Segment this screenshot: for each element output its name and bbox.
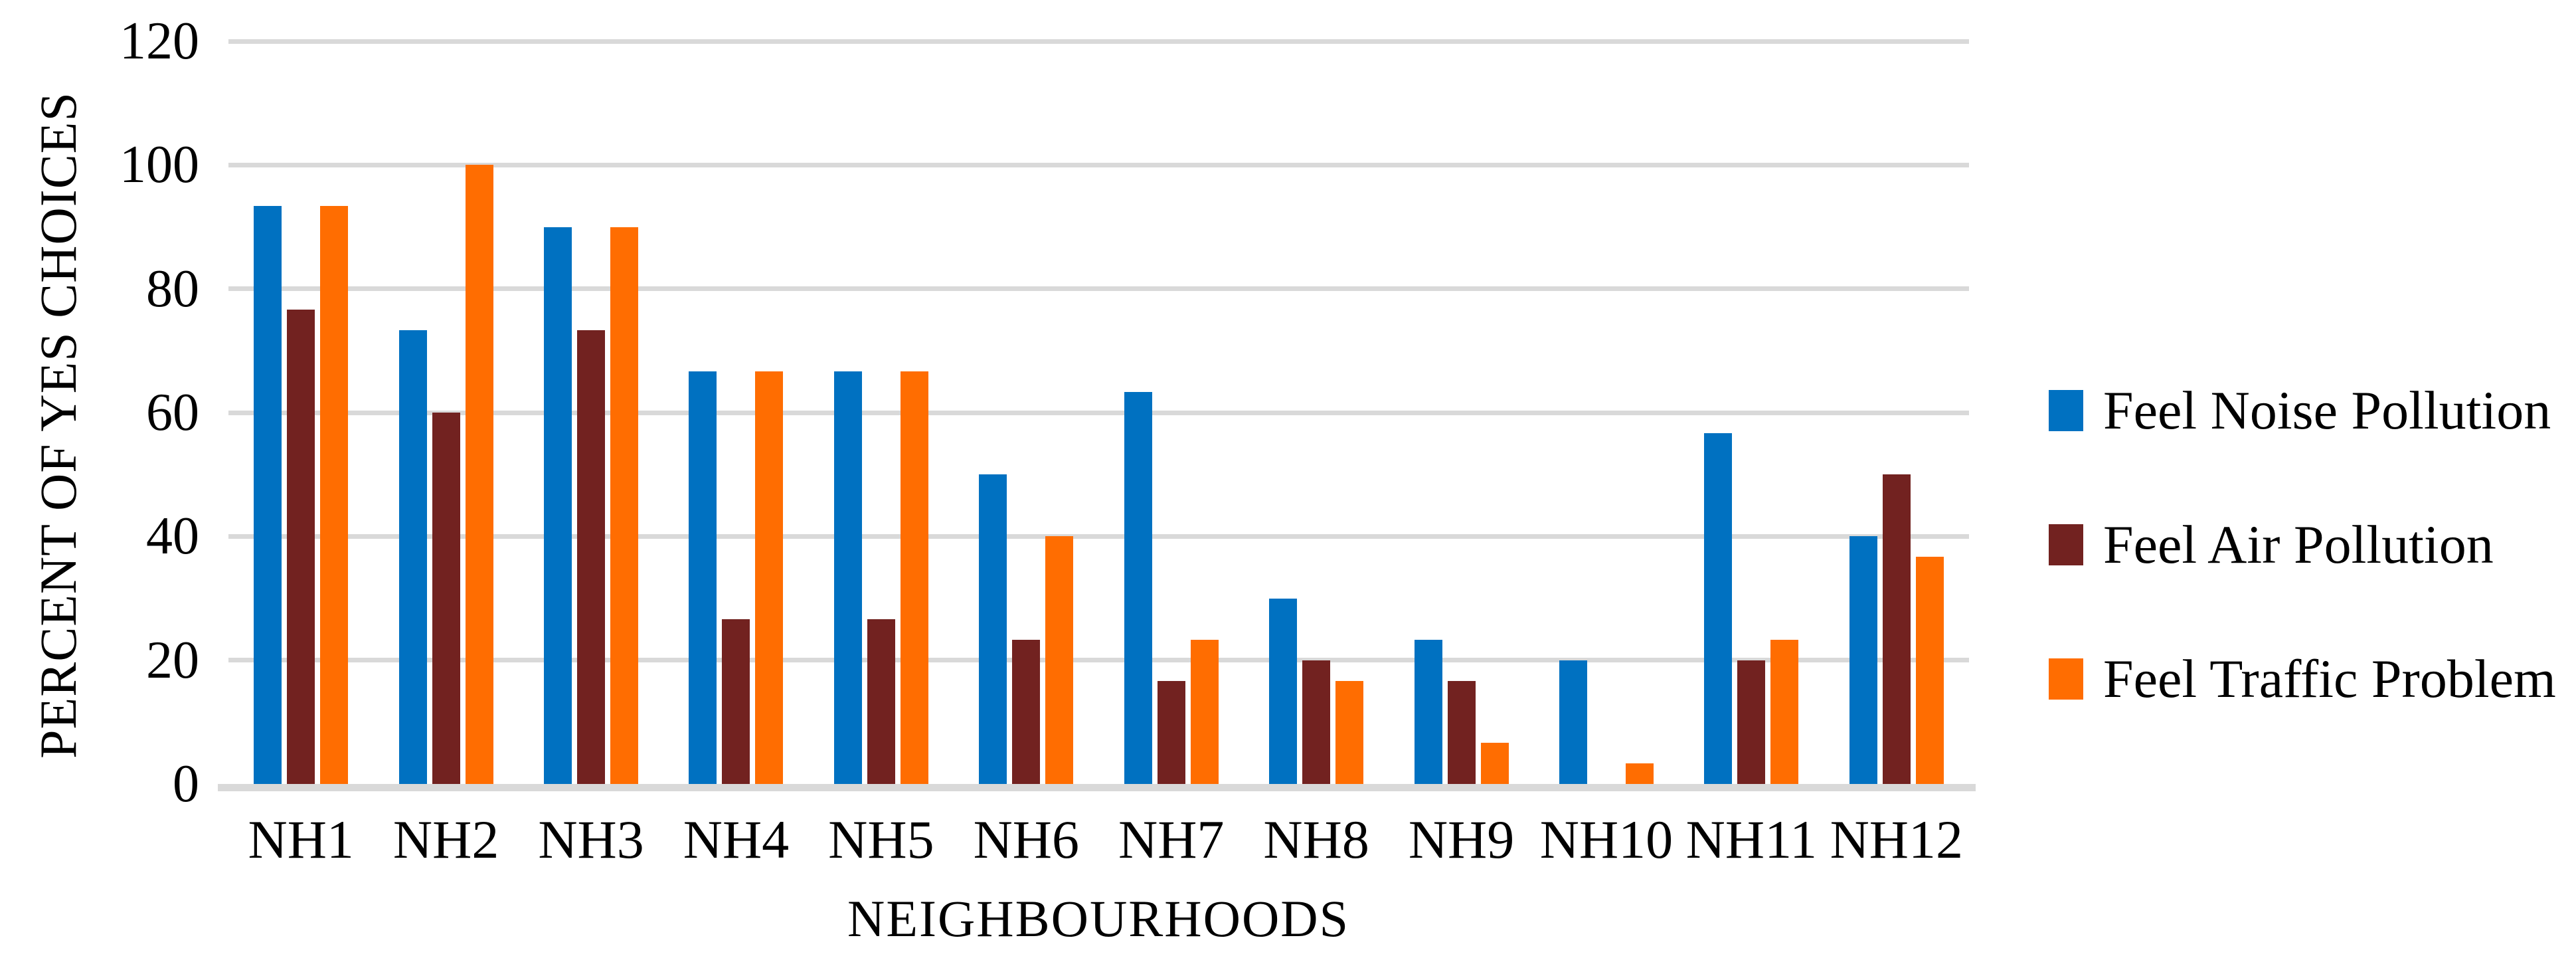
y-tick-label-60: 60	[146, 383, 199, 442]
bar-NH9-feel-noise-pollution	[1414, 639, 1442, 784]
x-tick-label-nh5: NH5	[828, 809, 934, 870]
bar-NH7-feel-traffic-problem	[1190, 639, 1219, 784]
x-tick-label-nh7: NH7	[1118, 809, 1225, 870]
bar-NH12-feel-noise-pollution	[1849, 536, 1877, 784]
bar-NH6-feel-air-pollution	[1012, 639, 1041, 784]
y-tick-label-20: 20	[146, 630, 199, 690]
bar-NH4-feel-noise-pollution	[689, 371, 717, 784]
legend-item-feel-noise-pollution: Feel Noise Pollution	[2049, 374, 2551, 447]
bar-NH4-feel-air-pollution	[722, 619, 750, 784]
bar-NH6-feel-traffic-problem	[1045, 536, 1074, 784]
x-tick-label-nh2: NH2	[392, 809, 499, 870]
x-axis-title: NEIGHBOURHOODS	[847, 890, 1350, 947]
x-tick-label-nh11: NH11	[1685, 809, 1818, 870]
x-tick-label-nh9: NH9	[1408, 809, 1515, 870]
bar-NH2-feel-noise-pollution	[398, 330, 427, 784]
bar-NH8-feel-noise-pollution	[1269, 598, 1298, 784]
bar-NH10-feel-noise-pollution	[1559, 660, 1587, 784]
bar-NH3-feel-air-pollution	[577, 330, 606, 784]
bar-NH6-feel-noise-pollution	[979, 474, 1007, 784]
bar-NH11-feel-traffic-problem	[1770, 639, 1799, 784]
legend-label: Feel Traffic Problem	[2103, 648, 2556, 709]
bar-NH1-feel-traffic-problem	[320, 206, 349, 784]
x-axis-line	[218, 784, 1976, 791]
gridline-20	[228, 658, 1969, 663]
bar-NH5-feel-air-pollution	[867, 619, 895, 784]
gridline-120	[228, 39, 1969, 44]
x-tick-label-nh4: NH4	[683, 809, 790, 870]
x-tick-label-nh1: NH1	[248, 809, 354, 870]
legend-label: Feel Air Pollution	[2103, 514, 2494, 575]
bar-NH10-feel-traffic-problem	[1625, 763, 1654, 784]
legend-swatch-icon	[2049, 524, 2083, 565]
bar-NH3-feel-traffic-problem	[610, 227, 639, 784]
gridline-100	[228, 162, 1969, 167]
gridline-40	[228, 533, 1969, 539]
bar-NH2-feel-traffic-problem	[465, 165, 493, 784]
bar-NH7-feel-air-pollution	[1157, 680, 1185, 784]
bar-NH11-feel-noise-pollution	[1704, 433, 1733, 784]
bar-NH7-feel-noise-pollution	[1124, 391, 1152, 784]
bar-NH12-feel-air-pollution	[1882, 474, 1911, 784]
bar-NH1-feel-air-pollution	[287, 309, 315, 784]
legend-item-feel-traffic-problem: Feel Traffic Problem	[2049, 642, 2556, 716]
y-tick-label-40: 40	[146, 507, 199, 566]
gridline-80	[228, 286, 1969, 292]
legend-label: Feel Noise Pollution	[2103, 380, 2551, 440]
bar-NH11-feel-air-pollution	[1737, 660, 1766, 784]
x-tick-label-nh8: NH8	[1263, 809, 1369, 870]
bar-NH8-feel-air-pollution	[1302, 660, 1331, 784]
y-tick-label-120: 120	[120, 12, 199, 70]
bar-NH5-feel-noise-pollution	[833, 371, 862, 784]
bar-NH9-feel-air-pollution	[1447, 680, 1476, 784]
bar-NH1-feel-noise-pollution	[254, 206, 282, 784]
y-tick-label-80: 80	[146, 259, 199, 318]
x-tick-label-nh12: NH12	[1830, 809, 1963, 870]
x-tick-label-nh3: NH3	[538, 809, 644, 870]
x-tick-label-nh10: NH10	[1539, 809, 1674, 870]
y-tick-label-100: 100	[120, 136, 199, 195]
y-tick-label-0: 0	[173, 755, 199, 813]
gridline-60	[228, 410, 1969, 415]
bar-NH4-feel-traffic-problem	[755, 371, 784, 784]
bar-NH9-feel-traffic-problem	[1480, 742, 1509, 784]
bar-NH3-feel-noise-pollution	[544, 227, 572, 784]
legend-swatch-icon	[2049, 390, 2083, 431]
legend-swatch-icon	[2049, 658, 2083, 700]
bar-NH5-feel-traffic-problem	[900, 371, 928, 784]
bar-NH12-feel-traffic-problem	[1915, 557, 1944, 784]
bar-NH2-feel-air-pollution	[432, 413, 460, 784]
x-tick-label-nh6: NH6	[973, 809, 1079, 870]
legend-item-feel-air-pollution: Feel Air Pollution	[2049, 508, 2494, 581]
plot-area	[218, 39, 1976, 791]
bar-NH8-feel-traffic-problem	[1335, 680, 1364, 784]
